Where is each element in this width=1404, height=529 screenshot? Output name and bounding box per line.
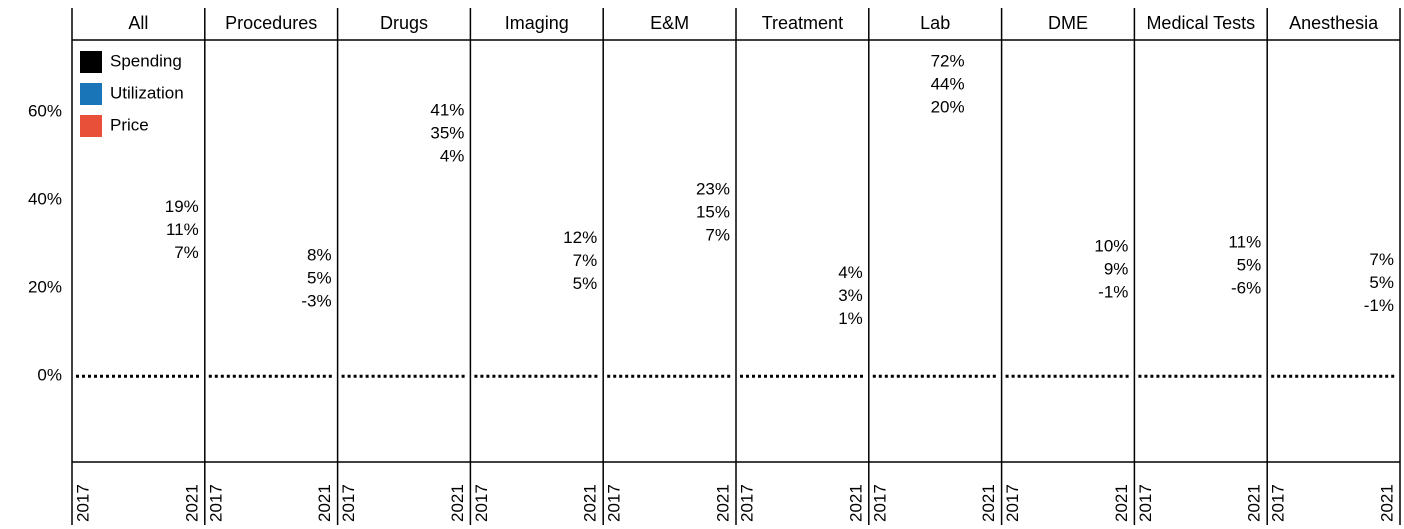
- value-label: -1%: [1364, 296, 1394, 315]
- legend-label: Price: [110, 115, 149, 134]
- value-label: 11%: [1228, 232, 1261, 251]
- x-tick-label: 2021: [315, 484, 334, 522]
- value-label: 11%: [166, 220, 199, 239]
- x-tick-label: 2021: [1245, 484, 1264, 522]
- x-tick-label: 2021: [581, 484, 600, 522]
- x-tick-label: 2017: [73, 484, 92, 522]
- panel-title: Anesthesia: [1289, 13, 1379, 33]
- x-tick-label: 2017: [1269, 484, 1288, 522]
- y-tick-label: 0%: [37, 366, 62, 385]
- value-label: 8%: [307, 245, 332, 264]
- value-label: 35%: [430, 123, 464, 142]
- value-label: 72%: [931, 51, 965, 70]
- value-label: 10%: [1094, 237, 1128, 256]
- panel-title: Lab: [920, 13, 950, 33]
- value-label: 5%: [1369, 273, 1394, 292]
- value-label: -6%: [1231, 278, 1261, 297]
- panel-title: All: [128, 13, 148, 33]
- legend-label: Utilization: [110, 83, 184, 102]
- x-tick-label: 2021: [979, 484, 998, 522]
- value-label: 9%: [1104, 260, 1129, 279]
- value-label: 4%: [838, 263, 863, 282]
- y-tick-label: 40%: [28, 190, 62, 209]
- value-label: -3%: [301, 291, 331, 310]
- panel-title: DME: [1048, 13, 1088, 33]
- x-tick-label: 2017: [737, 484, 756, 522]
- x-tick-label: 2017: [472, 484, 491, 522]
- x-tick-label: 2017: [339, 484, 358, 522]
- x-tick-label: 2021: [1112, 484, 1131, 522]
- x-tick-label: 2021: [713, 484, 732, 522]
- x-tick-label: 2021: [448, 484, 467, 522]
- value-label: 19%: [165, 197, 199, 216]
- value-label: 20%: [931, 97, 965, 116]
- panel-title: Imaging: [505, 13, 569, 33]
- value-label: 7%: [1369, 250, 1394, 269]
- x-tick-label: 2017: [206, 484, 225, 522]
- panel-title: Procedures: [225, 13, 317, 33]
- y-tick-label: 20%: [28, 278, 62, 297]
- value-label: 44%: [931, 74, 965, 93]
- panel-title: Treatment: [762, 13, 843, 33]
- value-label: 7%: [573, 251, 598, 270]
- value-label: -1%: [1098, 283, 1128, 302]
- x-tick-label: 2017: [1136, 484, 1155, 522]
- panel-title: E&M: [650, 13, 689, 33]
- panel-title: Drugs: [380, 13, 428, 33]
- value-label: 5%: [307, 268, 332, 287]
- value-label: 7%: [174, 243, 199, 262]
- y-tick-label: 60%: [28, 102, 62, 121]
- legend-swatch: [80, 83, 102, 105]
- value-label: 12%: [563, 228, 597, 247]
- value-label: 15%: [696, 202, 730, 221]
- value-label: 7%: [705, 225, 730, 244]
- value-label: 5%: [1237, 255, 1262, 274]
- legend-label: Spending: [110, 51, 182, 70]
- value-label: 23%: [696, 179, 730, 198]
- legend-swatch: [80, 115, 102, 137]
- x-tick-label: 2017: [605, 484, 624, 522]
- value-label: 1%: [838, 309, 863, 328]
- x-tick-label: 2017: [1003, 484, 1022, 522]
- value-label: 41%: [430, 100, 464, 119]
- panel-title: Medical Tests: [1146, 13, 1255, 33]
- value-label: 3%: [838, 286, 863, 305]
- x-tick-label: 2021: [182, 484, 201, 522]
- x-tick-label: 2021: [846, 484, 865, 522]
- legend-swatch: [80, 51, 102, 73]
- value-label: 4%: [440, 146, 465, 165]
- x-tick-label: 2017: [870, 484, 889, 522]
- x-tick-label: 2021: [1377, 484, 1396, 522]
- value-label: 5%: [573, 274, 598, 293]
